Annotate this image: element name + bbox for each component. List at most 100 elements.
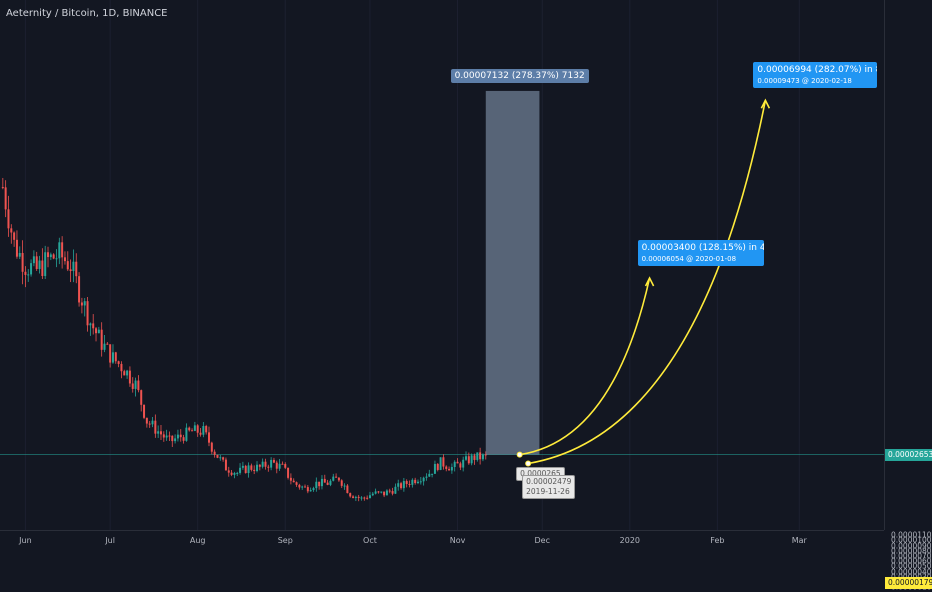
candle xyxy=(27,269,30,282)
candle xyxy=(219,454,222,461)
candle xyxy=(89,322,92,336)
candle xyxy=(24,266,27,288)
current-price-label: 0.00002653 xyxy=(885,448,932,461)
candle xyxy=(52,253,55,260)
candle xyxy=(281,461,284,465)
candle xyxy=(213,449,216,458)
candle xyxy=(360,496,363,501)
candle xyxy=(7,195,10,237)
candle xyxy=(120,361,123,379)
candle xyxy=(335,473,338,478)
candle xyxy=(481,453,484,462)
candle xyxy=(143,404,146,420)
candle xyxy=(4,180,7,218)
support-price-label: 0.00000179 xyxy=(885,577,932,590)
time-tick-label: Mar xyxy=(791,536,807,545)
candle xyxy=(10,224,13,244)
candle xyxy=(63,251,66,265)
horizontal-lines xyxy=(0,454,884,455)
candle xyxy=(244,464,247,474)
candle xyxy=(114,351,117,364)
candle xyxy=(140,389,143,412)
candle xyxy=(428,469,431,478)
candle xyxy=(391,487,394,496)
candle xyxy=(267,464,270,472)
time-axis[interactable]: Jun Jul Aug Sep Oct Nov Dec 2020 Feb Mar xyxy=(0,530,884,551)
candle xyxy=(346,484,349,494)
candle xyxy=(431,473,434,478)
candle xyxy=(476,452,479,462)
candle xyxy=(196,424,199,437)
candle xyxy=(151,417,154,428)
candle xyxy=(436,463,439,472)
time-tick-label: Aug xyxy=(189,536,206,545)
candle xyxy=(385,489,388,496)
candle xyxy=(425,473,428,481)
candle xyxy=(179,429,182,442)
candle xyxy=(352,495,355,499)
candlestick-chart[interactable] xyxy=(0,0,884,530)
candle xyxy=(419,476,422,485)
candle xyxy=(86,296,89,332)
candle xyxy=(106,342,109,345)
candle xyxy=(236,471,239,477)
projection-curves[interactable] xyxy=(516,98,771,467)
measure-box[interactable] xyxy=(485,90,540,455)
price-tooltip: 0.00002479 2019-11-26 xyxy=(522,475,576,500)
candle xyxy=(199,427,202,437)
projection-arrowhead xyxy=(644,276,655,287)
candle xyxy=(414,477,417,485)
candle xyxy=(332,473,335,482)
candle xyxy=(13,231,16,247)
candle xyxy=(97,326,100,334)
projection-arrowhead xyxy=(760,98,771,109)
candle xyxy=(224,457,227,471)
candle xyxy=(188,426,191,432)
candle xyxy=(95,326,98,342)
candle xyxy=(182,434,185,444)
time-tick-label: Nov xyxy=(449,536,466,545)
candle xyxy=(205,424,208,435)
candle xyxy=(400,481,403,490)
candle xyxy=(78,272,81,307)
projection-anchor-point[interactable] xyxy=(516,451,523,458)
candle xyxy=(439,457,442,471)
candle xyxy=(148,421,151,428)
projection-curve[interactable] xyxy=(519,277,651,456)
candle xyxy=(154,414,157,438)
candle xyxy=(69,259,72,283)
candle xyxy=(83,298,86,317)
candle xyxy=(239,463,242,475)
candle xyxy=(340,479,343,488)
candle xyxy=(185,423,188,442)
measure-tool[interactable] xyxy=(485,90,540,455)
candle xyxy=(320,475,323,490)
candle xyxy=(442,454,445,470)
candle xyxy=(287,467,290,480)
candle xyxy=(41,248,44,280)
candle xyxy=(312,486,315,492)
candle xyxy=(128,366,131,387)
projection-anchor-point[interactable] xyxy=(525,460,532,467)
candle xyxy=(55,249,58,268)
candle xyxy=(479,447,482,465)
projection-label-1-line1: 0.00003400 (128.15%) in 46d xyxy=(641,242,764,253)
candle xyxy=(357,494,360,502)
candle xyxy=(337,477,340,482)
time-tick-label: Feb xyxy=(710,536,725,545)
candle xyxy=(462,456,465,472)
candle xyxy=(171,435,174,447)
projection-curve[interactable] xyxy=(528,100,767,465)
candle xyxy=(21,240,24,285)
candle xyxy=(309,487,312,492)
candle xyxy=(165,429,168,441)
candle xyxy=(467,452,470,465)
candles xyxy=(1,177,487,502)
time-tick-label: Oct xyxy=(363,536,377,545)
candle xyxy=(222,456,225,462)
candle xyxy=(270,457,273,471)
candle xyxy=(210,441,213,455)
candle xyxy=(66,251,69,272)
tooltip-date: 2019-11-26 xyxy=(526,487,570,497)
